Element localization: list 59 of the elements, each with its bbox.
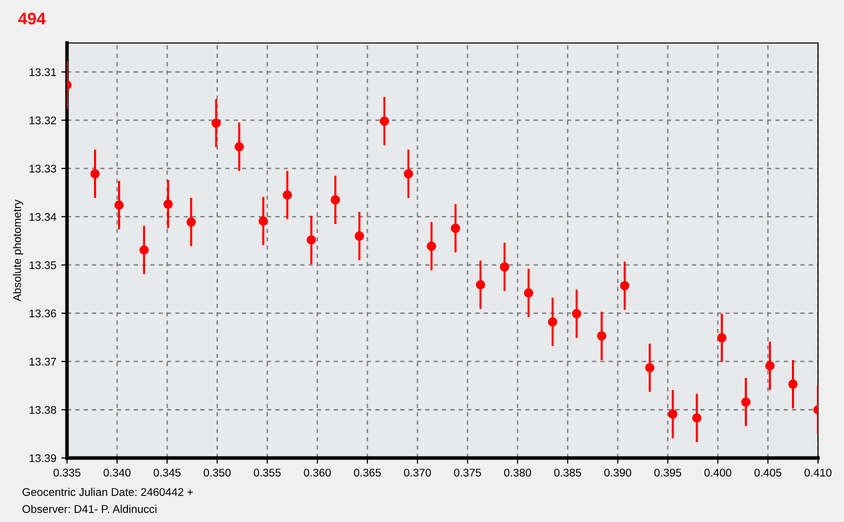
point	[380, 116, 390, 126]
x-tick-label: 0.405	[754, 468, 782, 477]
point	[717, 333, 727, 342]
point	[306, 235, 316, 245]
y-tick-label: 13.36	[30, 310, 56, 318]
y-axis-title: Absolute photometry	[12, 200, 24, 302]
chart-title: 494	[18, 12, 46, 24]
text: Observer: D41- P. Aldinucci	[22, 504, 156, 513]
y-tick-label: 13.38	[30, 406, 56, 414]
y-tick-label: 13.39	[30, 454, 56, 462]
y-tick-label: 13.34	[30, 212, 56, 221]
text: Geocentric Julian Date: 2460442 +	[22, 488, 193, 496]
point	[620, 281, 630, 290]
point	[354, 231, 364, 241]
point	[282, 190, 292, 200]
point	[741, 397, 751, 407]
point	[500, 262, 510, 272]
point	[90, 169, 100, 178]
y-tick-label: 13.37	[30, 358, 56, 366]
point	[765, 361, 775, 370]
x-tick-label: 0.350	[204, 468, 231, 477]
x-tick-label: 0.345	[154, 468, 181, 477]
x-tick-label: 0.385	[554, 468, 582, 477]
point	[597, 331, 606, 341]
point	[404, 169, 414, 178]
point	[426, 242, 436, 251]
x-tick-label: 0.340	[104, 468, 131, 477]
y-tick-label: 13.33	[30, 164, 56, 173]
point	[163, 200, 173, 209]
point	[212, 118, 221, 128]
x-tick-label: 0.355	[254, 468, 281, 477]
x-tick-label: 0.410	[804, 468, 832, 477]
point	[258, 216, 268, 226]
point	[788, 380, 798, 389]
point	[139, 245, 149, 255]
point	[234, 142, 244, 152]
point	[692, 413, 702, 423]
y-tick-label: 13.32	[30, 116, 56, 124]
point	[668, 409, 678, 419]
x-tick-label: 0.375	[454, 468, 481, 477]
y-tick-label: 13.31	[30, 68, 56, 76]
point	[450, 224, 460, 233]
x-tick-label: 0.370	[404, 468, 431, 477]
point	[114, 200, 124, 210]
x-tick-label: 0.365	[354, 468, 381, 477]
x-tick-label: 0.400	[704, 468, 732, 477]
x-tick-label: 0.390	[604, 468, 632, 477]
point	[645, 363, 654, 372]
point	[572, 309, 582, 318]
point	[548, 317, 558, 327]
point	[186, 217, 196, 227]
x-tick-label: 0.335	[54, 468, 80, 477]
x-tick-label: 0.380	[504, 468, 532, 477]
point	[330, 195, 340, 204]
x-tick-label: 0.395	[654, 468, 682, 477]
point	[524, 288, 534, 298]
point	[476, 280, 486, 290]
y-tick-label: 13.35	[30, 261, 56, 270]
x-tick-label: 0.360	[304, 468, 331, 477]
